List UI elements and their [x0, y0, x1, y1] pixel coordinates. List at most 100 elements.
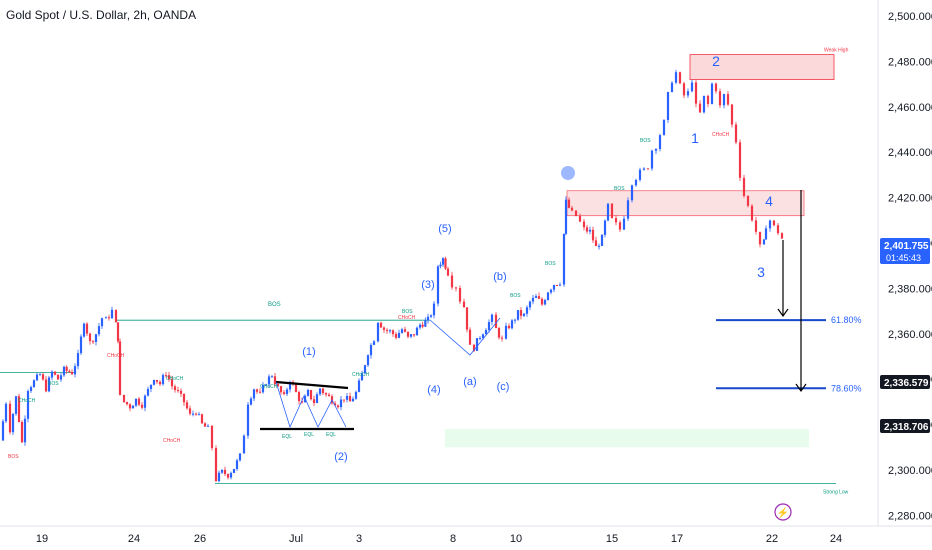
candle-body: [706, 95, 710, 104]
candle-body: [128, 404, 132, 409]
candle-body: [690, 82, 694, 92]
candle-body: [88, 333, 92, 342]
candle-body: [570, 207, 574, 211]
candle-body: [516, 310, 520, 320]
candle-body: [53, 371, 57, 375]
candle-body: [776, 225, 780, 234]
candle-body: [574, 210, 578, 216]
candle-body: [567, 199, 571, 208]
candle-body: [614, 218, 618, 223]
candle-body: [306, 389, 310, 396]
candle-body: [534, 296, 538, 298]
structure-label: EQL: [326, 432, 336, 438]
structure-label: CHoCH: [18, 398, 36, 404]
candle-body: [345, 396, 349, 400]
candle-body: [351, 398, 355, 402]
x-tick-label: 24: [128, 533, 140, 545]
candle-body: [450, 275, 454, 288]
wave-label: 1: [691, 130, 699, 146]
candle-body: [100, 318, 104, 327]
lightning-glyph: ⚡: [777, 506, 789, 519]
candle-body: [376, 322, 380, 342]
marker-circle: [561, 166, 575, 180]
y-tick-label: 2,280.000: [888, 510, 932, 522]
candle-body: [114, 309, 118, 323]
wave-label: (4): [427, 384, 440, 396]
candle-body: [47, 377, 51, 392]
candle-body: [8, 403, 12, 433]
candle-body: [164, 375, 168, 377]
candle-body: [507, 325, 511, 329]
y-tick-label: 2,300.000: [888, 465, 932, 477]
y-tick-label: 2,420.000: [888, 193, 932, 205]
candle-body: [143, 395, 147, 408]
candle-body: [555, 285, 559, 287]
demand-zone: [445, 429, 809, 448]
candle-body: [333, 403, 337, 406]
candle-body: [1, 421, 5, 441]
candle-body: [11, 413, 15, 433]
candle-body: [194, 413, 198, 415]
candle-body: [188, 408, 192, 414]
wave-label: (3): [421, 279, 434, 291]
candle-body: [400, 329, 404, 333]
price-badge: [880, 375, 930, 389]
candle-body: [409, 334, 413, 337]
y-tick-label: 2,440.000: [888, 147, 932, 159]
candle-body: [618, 222, 622, 230]
candle-body: [297, 392, 301, 402]
structure-label: CHoCH: [712, 132, 730, 138]
candle-body: [35, 374, 39, 381]
candle-body: [670, 82, 674, 93]
candle-body: [730, 104, 734, 125]
candle-body: [666, 92, 670, 120]
candle-body: [210, 425, 214, 449]
candle-body: [85, 323, 89, 334]
wave-label: (c): [497, 381, 510, 393]
time-axis[interactable]: 19 24 26 Jul 3 8 10 15 17 22 24: [36, 533, 842, 545]
candle-body: [68, 370, 71, 372]
candle-body: [738, 142, 742, 178]
candle-body: [20, 421, 24, 443]
candle-body: [424, 320, 427, 327]
structure-label: BOS: [510, 293, 521, 299]
candles: [1, 69, 784, 483]
candle-body: [59, 375, 63, 380]
price-badge-value: 2,336.579: [884, 378, 929, 389]
candle-body: [549, 289, 553, 293]
candle-body: [634, 179, 638, 186]
candle-body: [288, 381, 292, 390]
wave-label: (a): [463, 376, 476, 388]
candle-body: [38, 374, 42, 376]
wave-label: 3: [757, 264, 765, 280]
candle-body: [418, 324, 422, 328]
wedge-zigzag: [275, 381, 347, 429]
candle-body: [638, 169, 642, 180]
candle-body: [179, 390, 183, 394]
candle-body: [754, 220, 758, 232]
candle-body: [421, 324, 424, 327]
candle-body: [718, 91, 722, 106]
candle-body: [258, 391, 262, 393]
candle-body: [50, 371, 54, 378]
candle-body: [32, 380, 36, 388]
candle-body: [646, 168, 650, 170]
candle-body: [140, 404, 144, 408]
price-axis[interactable]: 2,500.000 2,480.000 2,460.000 2,440.000 2,42…: [888, 11, 932, 522]
candle-body: [44, 379, 48, 392]
candle-body: [273, 376, 277, 384]
candle-body: [214, 448, 218, 482]
candle-body: [458, 287, 462, 302]
candle-body: [674, 72, 678, 83]
candle-body: [780, 233, 784, 239]
fib-label: 61.80%: [831, 315, 862, 325]
candle-body: [279, 386, 283, 393]
candle-body: [397, 332, 401, 338]
candle-body: [137, 398, 141, 405]
x-tick-label: 15: [606, 533, 618, 545]
candle-body: [468, 329, 472, 345]
candle-body: [185, 402, 189, 409]
candle-body: [490, 314, 494, 322]
